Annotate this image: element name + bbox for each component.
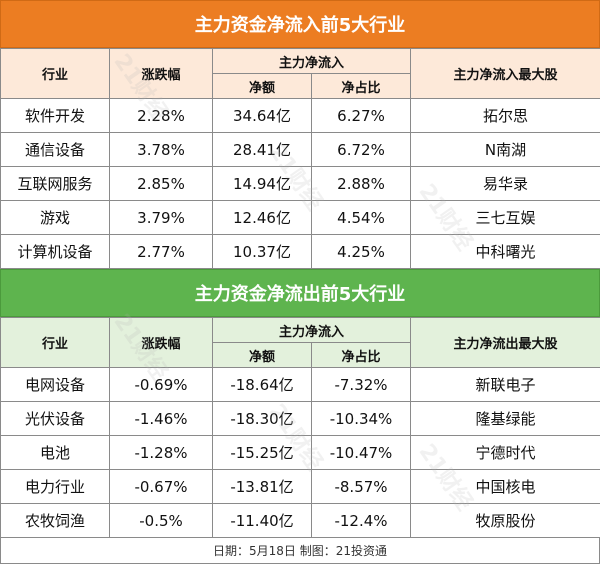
change-cell: 2.85% xyxy=(109,166,213,201)
top-stock-cell: 牧原股份 xyxy=(410,503,600,538)
ratio-cell: 6.72% xyxy=(310,132,412,167)
inflow-header-group: 主力净流入 xyxy=(211,48,412,74)
ratio-cell: -10.47% xyxy=(310,435,412,470)
table-row: 通信设备 3.78% 28.41亿 6.72% N南湖 xyxy=(0,132,600,167)
net-cell: -11.40亿 xyxy=(212,503,312,538)
net-cell: 10.37亿 xyxy=(212,234,312,269)
industry-cell: 电力行业 xyxy=(0,469,110,504)
top-stock-cell: 中科曙光 xyxy=(410,234,600,269)
net-cell: 12.46亿 xyxy=(212,200,312,235)
table-row: 计算机设备 2.77% 10.37亿 4.25% 中科曙光 xyxy=(0,234,600,269)
industry-cell: 电池 xyxy=(0,435,110,470)
top-stock-cell: 宁德时代 xyxy=(410,435,600,470)
table-row: 电力行业 -0.67% -13.81亿 -8.57% 中国核电 xyxy=(0,469,600,504)
change-cell: -0.67% xyxy=(109,469,213,504)
ratio-cell: 4.54% xyxy=(310,200,412,235)
ratio-cell: -12.4% xyxy=(310,503,412,538)
top-stock-cell: 隆基绿能 xyxy=(410,401,600,436)
net-cell: 34.64亿 xyxy=(212,98,312,133)
change-cell: 3.78% xyxy=(109,132,213,167)
industry-cell: 通信设备 xyxy=(0,132,110,167)
inflow-table: 行业 涨跌幅 主力净流入 主力净流入最大股 净额 净占比 软件开发 2.28% … xyxy=(0,48,600,269)
table-row: 光伏设备 -1.46% -18.30亿 -10.34% 隆基绿能 xyxy=(0,401,600,436)
inflow-header-ratio: 净占比 xyxy=(310,73,412,99)
change-cell: -1.28% xyxy=(109,435,213,470)
ratio-cell: 4.25% xyxy=(310,234,412,269)
inflow-header-net: 净额 xyxy=(212,73,312,99)
inflow-title: 主力资金净流入前5大行业 xyxy=(0,0,600,48)
outflow-title: 主力资金净流出前5大行业 xyxy=(0,269,600,317)
net-cell: 28.41亿 xyxy=(212,132,312,167)
inflow-header-change: 涨跌幅 xyxy=(109,48,213,99)
change-cell: 2.77% xyxy=(109,234,213,269)
ratio-cell: 2.88% xyxy=(310,166,412,201)
outflow-header-net: 净额 xyxy=(212,342,312,368)
change-cell: -0.5% xyxy=(109,503,213,538)
change-cell: -0.69% xyxy=(109,367,213,402)
industry-cell: 互联网服务 xyxy=(0,166,110,201)
change-cell: 3.79% xyxy=(109,200,213,235)
table-row: 互联网服务 2.85% 14.94亿 2.88% 易华录 xyxy=(0,166,600,201)
footer-credit: 日期：5月18日 制图：21投资通 xyxy=(0,538,600,564)
table-row: 电池 -1.28% -15.25亿 -10.47% 宁德时代 xyxy=(0,435,600,470)
table-row: 农牧饲渔 -0.5% -11.40亿 -12.4% 牧原股份 xyxy=(0,503,600,538)
change-cell: 2.28% xyxy=(109,98,213,133)
table-row: 软件开发 2.28% 34.64亿 6.27% 拓尔思 xyxy=(0,98,600,133)
net-cell: -15.25亿 xyxy=(212,435,312,470)
industry-cell: 计算机设备 xyxy=(0,234,110,269)
top-stock-cell: 中国核电 xyxy=(410,469,600,504)
outflow-header-group: 主力净流入 xyxy=(211,317,412,343)
net-cell: -18.64亿 xyxy=(212,367,312,402)
top-stock-cell: 拓尔思 xyxy=(410,98,600,133)
top-stock-cell: 新联电子 xyxy=(410,367,600,402)
table-row: 电网设备 -0.69% -18.64亿 -7.32% 新联电子 xyxy=(0,367,600,402)
outflow-header-top: 主力净流出最大股 xyxy=(410,317,600,368)
outflow-header-industry: 行业 xyxy=(0,317,110,368)
industry-cell: 软件开发 xyxy=(0,98,110,133)
outflow-header-ratio: 净占比 xyxy=(310,342,412,368)
top-stock-cell: 易华录 xyxy=(410,166,600,201)
ratio-cell: -8.57% xyxy=(310,469,412,504)
ratio-cell: -7.32% xyxy=(310,367,412,402)
outflow-table: 行业 涨跌幅 主力净流入 主力净流出最大股 净额 净占比 电网设备 -0.69%… xyxy=(0,317,600,538)
change-cell: -1.46% xyxy=(109,401,213,436)
ratio-cell: 6.27% xyxy=(310,98,412,133)
table-row: 游戏 3.79% 12.46亿 4.54% 三七互娱 xyxy=(0,200,600,235)
top-stock-cell: N南湖 xyxy=(410,132,600,167)
inflow-header-industry: 行业 xyxy=(0,48,110,99)
inflow-header-top: 主力净流入最大股 xyxy=(410,48,600,99)
industry-cell: 游戏 xyxy=(0,200,110,235)
net-cell: -13.81亿 xyxy=(212,469,312,504)
industry-cell: 电网设备 xyxy=(0,367,110,402)
industry-cell: 农牧饲渔 xyxy=(0,503,110,538)
industry-cell: 光伏设备 xyxy=(0,401,110,436)
net-cell: 14.94亿 xyxy=(212,166,312,201)
top-stock-cell: 三七互娱 xyxy=(410,200,600,235)
ratio-cell: -10.34% xyxy=(310,401,412,436)
outflow-header-change: 涨跌幅 xyxy=(109,317,213,368)
net-cell: -18.30亿 xyxy=(212,401,312,436)
